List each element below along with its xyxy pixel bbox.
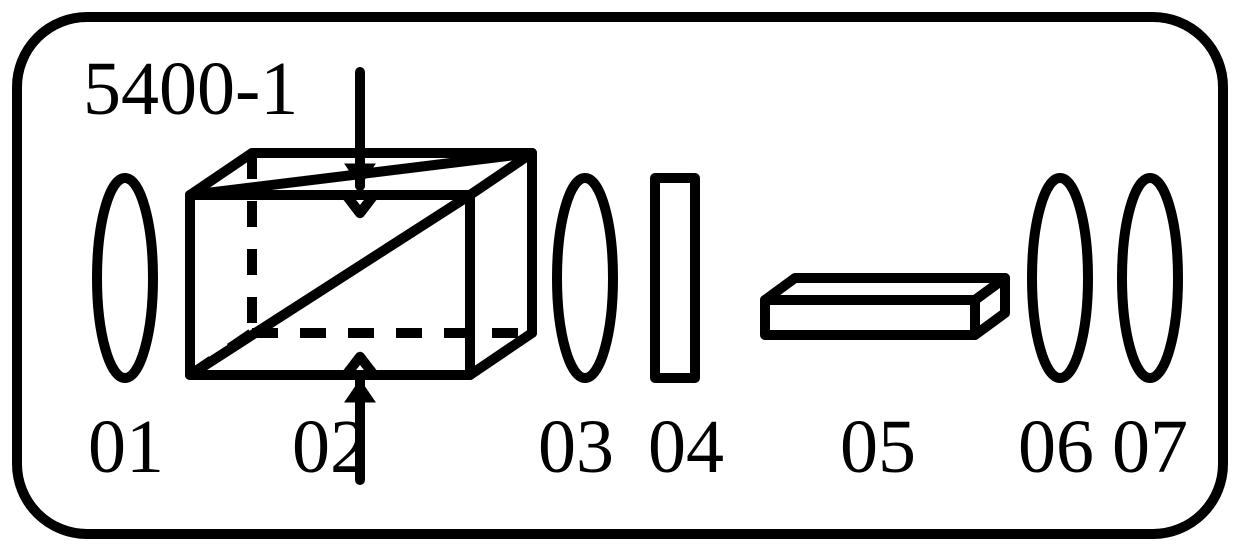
component-label-03: 03 [538,404,614,491]
component-label-07: 07 [1112,404,1188,491]
component-label-02: 02 [292,404,368,491]
component-label-05: 05 [840,404,916,491]
component-label-04: 04 [648,404,724,491]
component-label-01: 01 [88,404,164,491]
diagram-canvas: 5400-1 01 02 03 04 05 06 07 [0,0,1240,551]
component-label-06: 06 [1018,404,1094,491]
title-label: 5400-1 [83,46,298,133]
